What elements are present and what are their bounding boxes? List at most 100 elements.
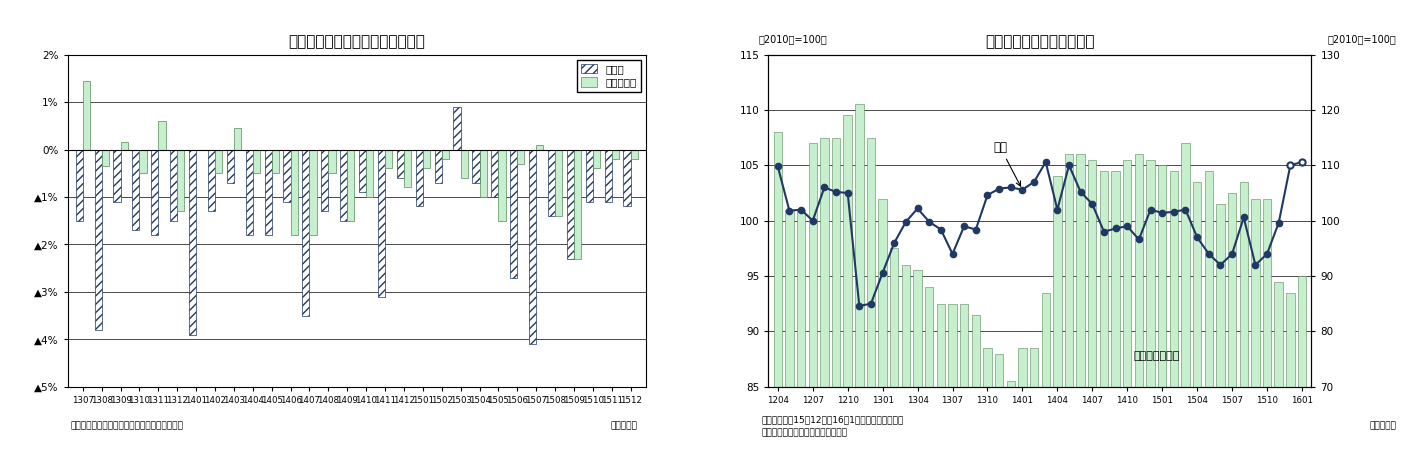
Text: （資料）経済産業省「製造工業生産予測指数」: （資料）経済産業省「製造工業生産予測指数」 <box>70 421 183 430</box>
Bar <box>1076 154 1084 455</box>
Bar <box>272 150 279 173</box>
Bar <box>1286 293 1294 455</box>
Bar <box>461 150 468 178</box>
Text: （注）生産の15年12月、16年1月は予測指数で延長: （注）生産の15年12月、16年1月は予測指数で延長 <box>761 415 904 424</box>
Bar <box>574 150 581 258</box>
Bar <box>1263 198 1272 455</box>
Bar <box>102 150 109 166</box>
Bar <box>592 150 601 168</box>
Bar <box>1158 165 1166 455</box>
Bar <box>902 265 909 455</box>
Bar <box>416 150 423 207</box>
Bar <box>971 315 980 455</box>
Bar <box>189 150 196 334</box>
Bar <box>178 150 185 211</box>
Bar <box>140 150 147 173</box>
Bar <box>290 150 298 235</box>
Bar <box>1100 171 1108 455</box>
Bar <box>227 150 234 183</box>
Bar <box>472 150 479 183</box>
Bar <box>1007 381 1015 455</box>
Bar <box>995 354 1004 455</box>
Bar <box>113 150 121 202</box>
Bar <box>1018 348 1026 455</box>
Bar <box>1182 143 1190 455</box>
Bar <box>151 150 158 235</box>
Bar <box>797 210 805 455</box>
Bar <box>1251 198 1259 455</box>
Bar <box>567 150 574 258</box>
Bar <box>630 150 637 159</box>
Bar <box>808 143 816 455</box>
Bar <box>245 150 252 235</box>
Bar <box>1170 171 1177 455</box>
Bar <box>360 150 367 192</box>
Bar <box>1146 160 1155 455</box>
Bar <box>536 145 543 150</box>
Bar <box>1275 282 1283 455</box>
Bar <box>491 150 498 197</box>
Bar <box>1297 276 1306 455</box>
Bar <box>340 150 347 221</box>
Bar <box>321 150 329 211</box>
Bar <box>612 150 619 159</box>
Bar <box>1111 171 1120 455</box>
Bar <box>454 107 461 150</box>
Bar <box>1135 154 1144 455</box>
Title: 最近の実現率、予測修正率の推移: 最近の実現率、予測修正率の推移 <box>288 34 426 49</box>
Bar <box>133 150 140 230</box>
Bar <box>83 81 90 150</box>
Bar <box>1228 193 1237 455</box>
Text: （年・月）: （年・月） <box>1369 421 1396 430</box>
Bar <box>854 105 863 455</box>
Bar <box>914 271 922 455</box>
Bar <box>302 150 310 316</box>
Bar <box>623 150 630 207</box>
Bar <box>207 150 216 211</box>
Bar <box>517 150 525 164</box>
Bar <box>479 150 486 197</box>
Text: （2010年=100）: （2010年=100） <box>759 34 828 44</box>
Bar <box>121 142 128 150</box>
Bar <box>94 150 102 330</box>
Bar <box>396 150 403 178</box>
Bar <box>76 150 83 221</box>
Bar <box>367 150 374 197</box>
Bar <box>529 150 536 344</box>
Bar <box>605 150 612 202</box>
Bar <box>1042 293 1050 455</box>
Bar <box>234 128 241 150</box>
Bar <box>329 150 336 173</box>
Bar <box>1204 171 1213 455</box>
Text: （2010年=100）: （2010年=100） <box>1327 34 1396 44</box>
Bar <box>878 198 887 455</box>
Bar <box>441 150 448 159</box>
Bar <box>434 150 441 183</box>
Bar <box>867 138 876 455</box>
Bar <box>171 150 178 221</box>
Text: （資料）経済産業省「鉱工業指数」: （資料）経済産業省「鉱工業指数」 <box>761 429 847 438</box>
Bar <box>1089 160 1097 455</box>
Bar <box>1053 177 1062 455</box>
Bar <box>385 150 392 168</box>
Text: （年・月）: （年・月） <box>611 421 637 430</box>
Title: 輸送機械の生産、在庫動向: 輸送機械の生産、在庫動向 <box>986 34 1094 49</box>
Bar <box>252 150 259 173</box>
Legend: 実現率, 予測修正率: 実現率, 予測修正率 <box>577 60 640 92</box>
Bar <box>498 150 506 221</box>
Bar <box>1217 204 1225 455</box>
Bar <box>983 348 991 455</box>
Bar <box>265 150 272 235</box>
Bar <box>785 210 794 455</box>
Bar <box>310 150 317 235</box>
Bar <box>378 150 385 297</box>
Bar <box>832 138 840 455</box>
Bar <box>158 121 165 150</box>
Bar <box>925 287 933 455</box>
Bar <box>821 138 829 455</box>
Bar <box>843 116 852 455</box>
Bar <box>510 150 517 278</box>
Bar <box>1193 182 1201 455</box>
Text: 生産: 生産 <box>993 141 1021 186</box>
Bar <box>403 150 412 187</box>
